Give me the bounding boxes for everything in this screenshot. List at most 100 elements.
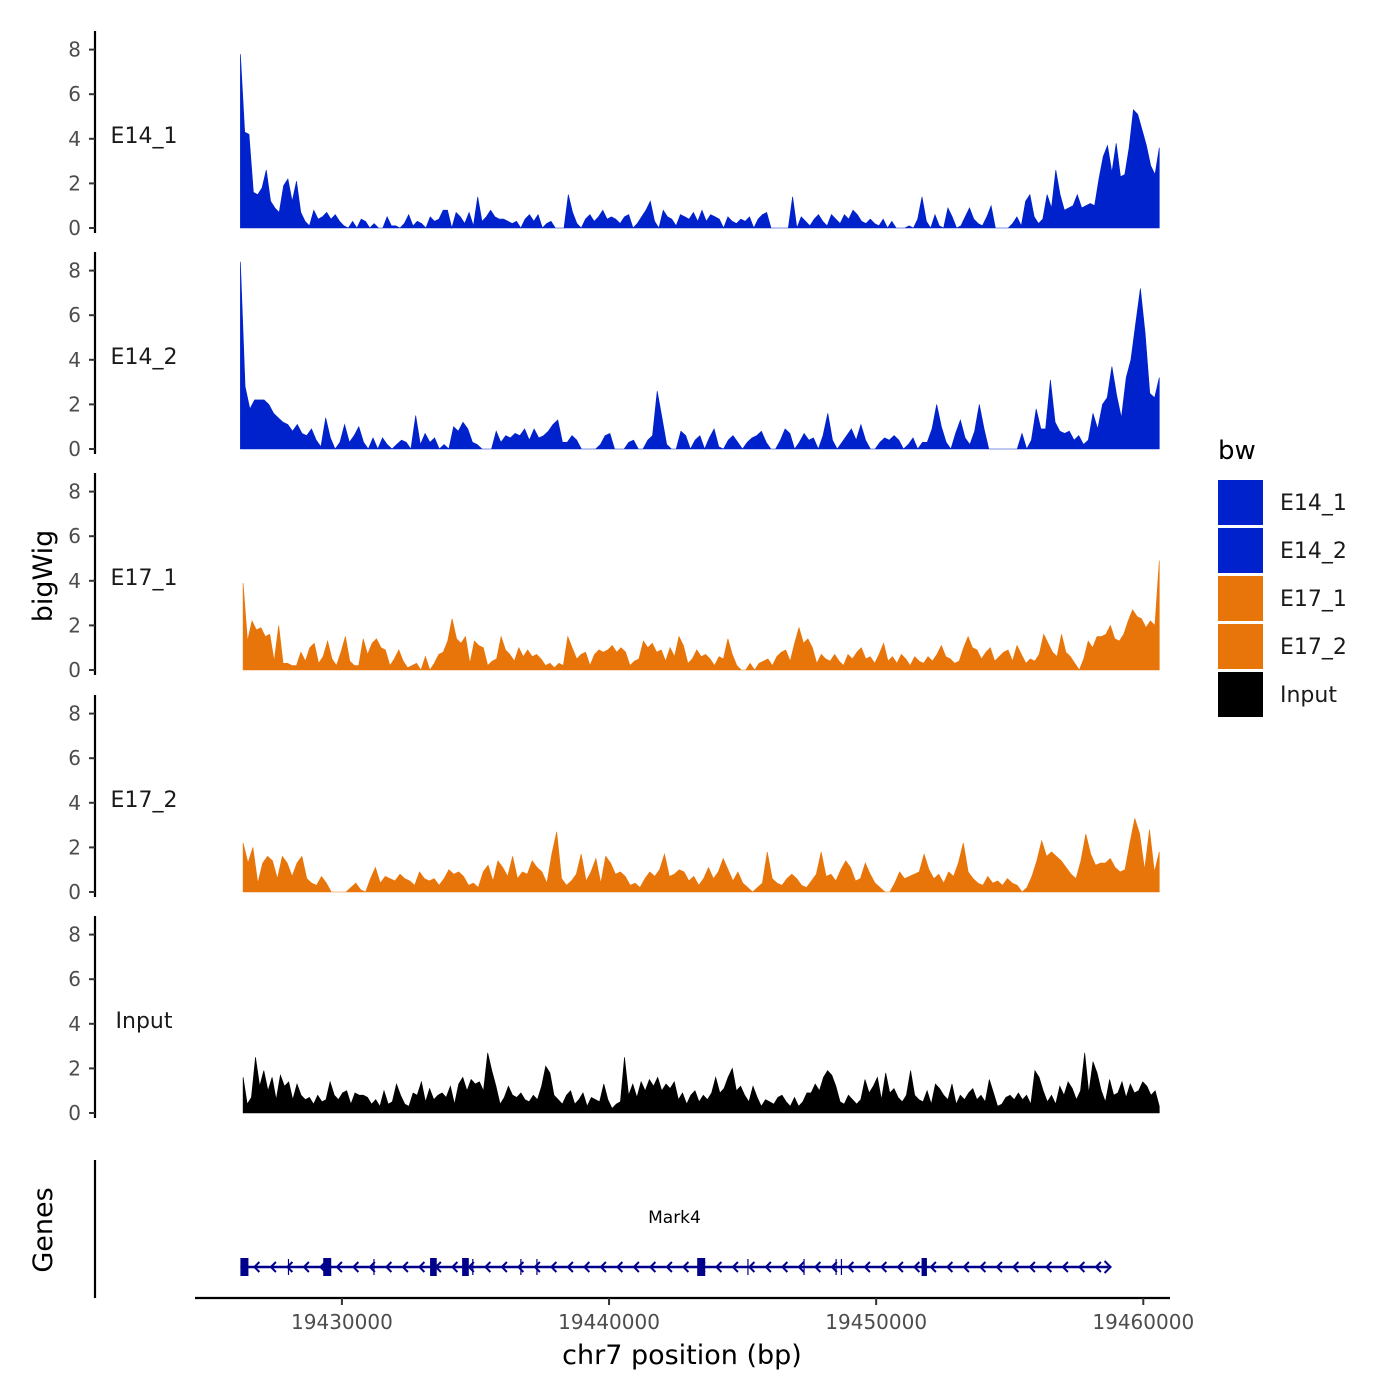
strand-arrow	[1077, 1261, 1086, 1273]
y-tick-label: 6	[68, 82, 81, 106]
strand-arrow	[879, 1261, 888, 1273]
y-tick-label: 2	[68, 613, 81, 637]
signal-area-Input	[242, 1052, 1160, 1114]
track-E14_1: 0 2 4 6 8 E14_1	[68, 31, 1160, 240]
y-tick-label: 0	[68, 880, 81, 904]
strand-arrow	[1028, 1261, 1036, 1273]
strand-arrow	[632, 1261, 640, 1273]
strand-arrow	[896, 1261, 904, 1273]
y-tick-label: 0	[68, 216, 81, 240]
y-tick-label: 0	[68, 437, 81, 461]
strand-arrow	[417, 1261, 426, 1273]
strand-arrow	[500, 1261, 508, 1273]
strand-arrow	[599, 1261, 607, 1273]
strand-arrow	[450, 1261, 459, 1273]
signal-area-E14_1	[240, 54, 1160, 230]
y-tick-label: 8	[68, 38, 81, 62]
legend-label-Input: Input	[1280, 683, 1337, 708]
strand-arrow	[1094, 1261, 1102, 1273]
y-tick-label: 6	[68, 967, 81, 991]
strand-arrow	[1011, 1261, 1020, 1273]
strand-arrow	[912, 1261, 921, 1273]
y-tick-label: 4	[68, 127, 81, 151]
y-tick-label: 4	[68, 569, 81, 593]
y-tick-label: 4	[68, 1012, 81, 1036]
y-tick-label: 4	[68, 348, 81, 372]
x-tick-label: 19440000	[558, 1310, 660, 1334]
exon-block	[430, 1258, 437, 1276]
signal-area-E17_2	[242, 818, 1160, 893]
y-tick-label: 2	[68, 835, 81, 859]
strand-arrow	[813, 1261, 822, 1273]
y-tick-label: 0	[68, 658, 81, 682]
legend-swatch-Input	[1218, 672, 1263, 717]
x-axis: 19430000 19440000 19450000 19460000	[195, 1296, 1194, 1334]
legend: bw E14_1 E14_2 E17_1 E17_2 Input	[1218, 436, 1347, 717]
legend-label-E14_2: E14_2	[1280, 539, 1347, 564]
gene-name-label: Mark4	[648, 1208, 701, 1228]
strand-arrow	[995, 1261, 1003, 1273]
legend-label-E17_2: E17_2	[1280, 635, 1347, 660]
strand-arrow	[665, 1261, 673, 1273]
legend-swatch-E14_2	[1218, 528, 1263, 573]
genes-axis-title: Genes	[28, 1187, 59, 1272]
bigwig-tracks: 0 2 4 6 8 E14_1 0 2 4 6 8 E14_2 0 2 4 6 8 E17_1 0 2 4 6 8 E17_2…	[68, 31, 1160, 1125]
x-tick-label: 19430000	[291, 1310, 393, 1334]
gene-track: Mark4	[93, 1160, 1112, 1298]
strand-arrow	[962, 1261, 970, 1273]
track-label-Input: Input	[116, 1009, 173, 1034]
y-tick-label: 8	[68, 923, 81, 947]
strand-arrow	[483, 1261, 492, 1273]
legend-swatch-E17_1	[1218, 576, 1263, 621]
exon-block	[697, 1258, 706, 1276]
y-tick-label: 2	[68, 171, 81, 195]
strand-arrow	[764, 1261, 772, 1273]
strand-arrow	[516, 1261, 525, 1273]
strand-arrow	[780, 1261, 789, 1273]
strand-arrow	[566, 1261, 574, 1273]
track-label-E14_1: E14_1	[111, 124, 178, 149]
y-tick-label: 2	[68, 392, 81, 416]
strand-arrow	[648, 1261, 657, 1273]
gene-end-cap	[1103, 1260, 1112, 1274]
strand-arrow	[285, 1261, 294, 1273]
strand-arrow	[747, 1261, 756, 1273]
y-tick-label: 4	[68, 791, 81, 815]
y-axis-title: bigWig	[28, 530, 59, 623]
strand-arrow	[615, 1261, 624, 1273]
strand-arrow	[368, 1261, 376, 1273]
strand-arrow	[978, 1261, 987, 1273]
strand-arrow	[1044, 1261, 1053, 1273]
exon-block	[323, 1258, 332, 1276]
track-label-E17_2: E17_2	[111, 788, 178, 813]
track-Input: 0 2 4 6 8 Input	[68, 916, 1160, 1125]
y-tick-label: 6	[68, 303, 81, 327]
track-E17_2: 0 2 4 6 8 E17_2	[68, 695, 1160, 904]
y-tick-label: 8	[68, 702, 81, 726]
strand-arrow	[335, 1261, 343, 1273]
track-E17_1: 0 2 4 6 8 E17_1	[68, 473, 1160, 682]
strand-arrow	[714, 1261, 723, 1273]
legend-label-E14_1: E14_1	[1280, 491, 1347, 516]
strand-arrow	[1061, 1261, 1069, 1273]
legend-title: bw	[1218, 436, 1256, 466]
strand-arrow	[863, 1261, 871, 1273]
track-label-E14_2: E14_2	[111, 345, 178, 370]
y-tick-label: 6	[68, 746, 81, 770]
strand-arrow	[945, 1261, 954, 1273]
track-label-E17_1: E17_1	[111, 566, 178, 591]
strand-arrow	[269, 1261, 277, 1273]
y-tick-label: 2	[68, 1056, 81, 1080]
exon-block	[462, 1258, 469, 1276]
y-tick-label: 6	[68, 524, 81, 548]
strand-arrow	[681, 1261, 690, 1273]
strand-arrow	[797, 1261, 805, 1273]
strand-arrow	[533, 1261, 541, 1273]
strand-arrow	[351, 1261, 360, 1273]
strand-arrow	[302, 1261, 310, 1273]
strand-arrow	[731, 1261, 739, 1273]
signal-area-E17_1	[242, 560, 1160, 671]
strand-arrow	[401, 1261, 409, 1273]
track-E14_2: 0 2 4 6 8 E14_2	[68, 252, 1160, 461]
